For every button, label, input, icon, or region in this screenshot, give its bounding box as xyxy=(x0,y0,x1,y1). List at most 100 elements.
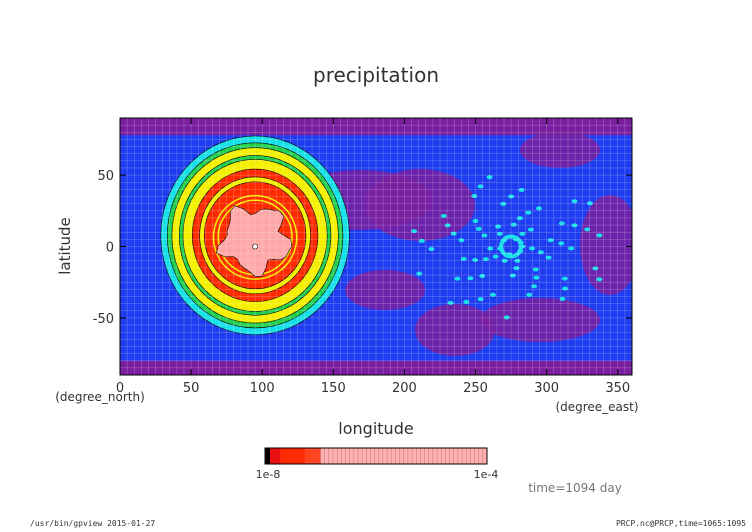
cyan-speck xyxy=(527,227,534,232)
cyan-speck xyxy=(487,246,494,251)
cyan-speck xyxy=(571,199,578,204)
x-tick-label: 100 xyxy=(250,381,275,396)
precip-core xyxy=(215,205,293,277)
footer-source: PRCP.nc@PRCP,time=1065:1095 xyxy=(615,519,746,528)
x-tick-label: 0 xyxy=(116,381,124,396)
cyan-speck xyxy=(475,226,482,231)
cyan-speck xyxy=(519,231,526,236)
cyan-speck xyxy=(545,255,552,260)
cyan-speck xyxy=(416,271,423,276)
cyan-speck xyxy=(592,266,599,271)
cyan-speck xyxy=(514,258,521,263)
cyan-speck xyxy=(508,194,515,199)
cyan-speck xyxy=(558,221,565,226)
cyan-speck xyxy=(537,250,544,255)
cyan-speck xyxy=(492,254,499,259)
precip-field xyxy=(120,132,632,361)
footer-command: /usr/bin/gpview 2015-01-27 xyxy=(30,519,156,528)
cyan-speck xyxy=(479,273,486,278)
cyan-speck xyxy=(525,210,532,215)
cyan-speck xyxy=(518,187,525,192)
cyan-speck xyxy=(477,297,484,302)
y-tick-label: 50 xyxy=(97,169,114,184)
x-tick-label: 250 xyxy=(463,381,488,396)
cyan-speck xyxy=(584,227,591,232)
colorbar-segment-low xyxy=(265,448,270,464)
y-tick-label: -50 xyxy=(93,312,114,327)
cyan-speck xyxy=(458,238,465,243)
y-axis-title: latitude xyxy=(56,217,74,275)
x-axis-title: longitude xyxy=(338,419,413,438)
cyan-speck xyxy=(535,206,542,211)
center-marker xyxy=(252,243,258,250)
cyan-speck xyxy=(547,238,554,243)
x-tick-label: 300 xyxy=(534,381,559,396)
low-precip-patch xyxy=(415,304,495,356)
y-axis: -50 0 50 xyxy=(93,169,632,327)
colorbar-label-high: 1e-4 xyxy=(474,468,499,481)
cyan-speck xyxy=(586,201,593,206)
y-axis-unit: (degree_north) xyxy=(55,390,145,404)
cyan-speck xyxy=(531,284,538,289)
cyan-speck xyxy=(482,257,489,262)
cyan-speck xyxy=(561,276,568,281)
colorbar-frame xyxy=(264,447,488,465)
cyan-speck xyxy=(460,256,467,261)
colorbar-segment xyxy=(280,448,305,464)
grid-lines xyxy=(120,118,632,375)
cyan-speck xyxy=(411,229,418,234)
cyan-speck xyxy=(450,231,457,236)
x-tick-label: 350 xyxy=(605,381,630,396)
low-precip-patch xyxy=(365,169,475,241)
cyan-speck xyxy=(571,223,578,228)
low-precip-patch xyxy=(345,270,425,310)
cyan-speck xyxy=(559,296,566,301)
low-precip-patch xyxy=(580,195,632,295)
x-tick-label: 150 xyxy=(321,381,346,396)
cyan-speck xyxy=(558,241,565,246)
x-tick-label: 50 xyxy=(183,381,200,396)
precip-contour-line xyxy=(212,194,298,280)
cyan-speck xyxy=(501,258,508,263)
cyan-speck xyxy=(533,275,540,280)
cyan-speck xyxy=(528,246,535,251)
colorbar xyxy=(264,447,488,465)
cyan-speck xyxy=(526,292,533,297)
cyan-speck xyxy=(481,233,488,238)
cyan-speck xyxy=(495,224,502,229)
cyan-speck xyxy=(447,300,454,305)
cyan-ring xyxy=(499,234,524,259)
cyan-speck xyxy=(509,273,516,278)
cyan-speck xyxy=(596,277,603,282)
cyan-speck xyxy=(471,193,478,198)
chart-title: precipitation xyxy=(313,63,439,87)
x-axis: 0 50 100 150 200 250 300 350 xyxy=(116,118,630,396)
cyan-speck xyxy=(454,276,461,281)
cyan-speck xyxy=(516,216,523,221)
low-precip-patch xyxy=(520,132,600,168)
cyan-speck xyxy=(513,266,520,271)
cyan-speck xyxy=(562,286,569,291)
low-precip-patch xyxy=(480,298,600,342)
cyan-speck xyxy=(477,184,484,189)
colorbar-label-overlap: 1e-8,1e-7,1e-6,1e-5 xyxy=(215,468,324,481)
cyan-speck xyxy=(440,213,447,218)
y-tick-label: 0 xyxy=(106,241,114,256)
cyan-speck xyxy=(418,238,425,243)
cyan-speck xyxy=(444,223,451,228)
cyan-speck xyxy=(486,175,493,180)
cyan-speck xyxy=(463,299,470,304)
cyan-speck xyxy=(568,246,575,251)
time-label: time=1094 day xyxy=(528,481,622,495)
x-tick-label: 200 xyxy=(392,381,417,396)
cyan-speck xyxy=(472,219,479,224)
x-axis-unit: (degree_east) xyxy=(555,400,638,414)
cyan-speck xyxy=(510,222,517,227)
plot-area xyxy=(120,118,632,375)
cyan-speck xyxy=(489,292,496,297)
cyan-speck xyxy=(472,257,479,262)
colorbar-label-low: 1e-8 xyxy=(256,468,281,481)
cyan-speck xyxy=(532,267,539,272)
cyan-speck xyxy=(428,246,435,251)
